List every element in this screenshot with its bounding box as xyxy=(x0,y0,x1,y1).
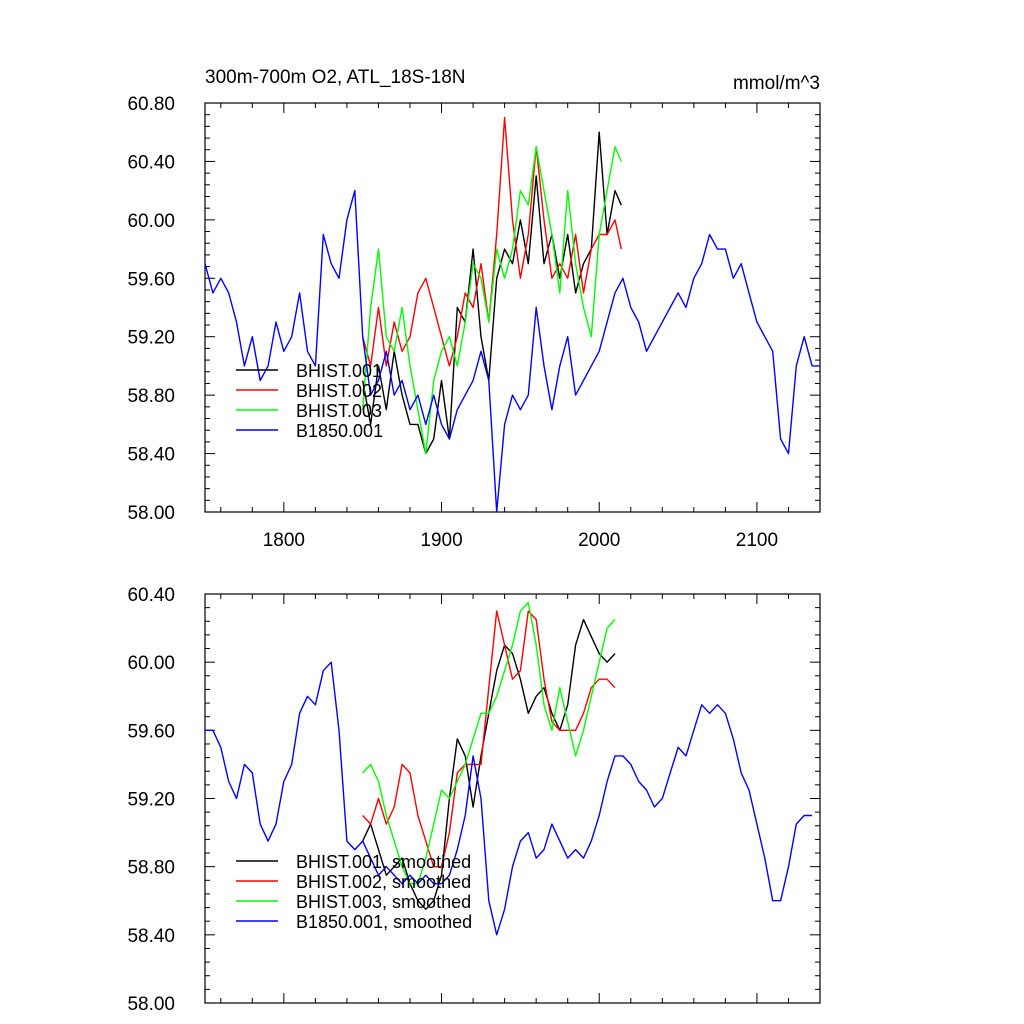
y-tick-label: 58.00 xyxy=(127,503,175,524)
y-tick-label: 59.60 xyxy=(127,269,175,290)
y-tick-label: 58.40 xyxy=(127,445,175,466)
top-panel: 1800 1900 2000 2100 58.00 58.40 58.80 59.20 59.6… xyxy=(127,67,821,551)
legend-label: B1850.001, smoothed xyxy=(296,912,472,932)
x-tick-label: 2100 xyxy=(736,530,778,551)
plot-frame xyxy=(204,102,821,513)
y-tick-label: 59.20 xyxy=(127,790,175,811)
series-line-3 xyxy=(204,189,820,513)
series-line-1 xyxy=(362,610,616,868)
y-tick-label: 60.80 xyxy=(127,94,175,115)
series-line-3 xyxy=(205,661,813,936)
x-tick-label: 1900 xyxy=(420,530,462,551)
legend-label: BHIST.001 xyxy=(296,361,382,381)
series-line-2 xyxy=(362,146,622,455)
y-tick-label: 58.00 xyxy=(127,994,175,1015)
y-tick-label: 60.40 xyxy=(127,152,175,173)
series-line-2 xyxy=(362,601,616,885)
series-line-1 xyxy=(362,116,622,367)
legend-label: B1850.001 xyxy=(296,421,383,441)
legend-label: BHIST.001, smoothed xyxy=(296,852,471,872)
y-tick-label: 60.00 xyxy=(127,653,175,674)
y-tick-label: 58.80 xyxy=(127,386,175,407)
y-tick-label: 60.00 xyxy=(127,211,175,232)
legend-label: BHIST.003, smoothed xyxy=(296,892,471,912)
y-tick-label: 60.40 xyxy=(127,585,175,606)
y-tick-label: 58.40 xyxy=(127,926,175,947)
units-label: mmol/m^3 xyxy=(733,73,820,94)
x-tick-label: 2000 xyxy=(578,530,620,551)
y-tick-label: 58.80 xyxy=(127,858,175,879)
x-tick-label: 1800 xyxy=(263,530,305,551)
series-line-0 xyxy=(362,131,622,455)
legend-label: BHIST.003 xyxy=(296,401,382,421)
y-tick-label: 59.60 xyxy=(127,721,175,742)
legend-label: BHIST.002 xyxy=(296,381,382,401)
y-tick-label: 59.20 xyxy=(127,328,175,349)
bottom-panel: 58.00 58.40 58.80 59.20 59.60 60.00 60.40 BHIST… xyxy=(127,585,821,1015)
chart-title: 300m-700m O2, ATL_18S-18N xyxy=(205,67,466,88)
legend-label: BHIST.002, smoothed xyxy=(296,872,471,892)
